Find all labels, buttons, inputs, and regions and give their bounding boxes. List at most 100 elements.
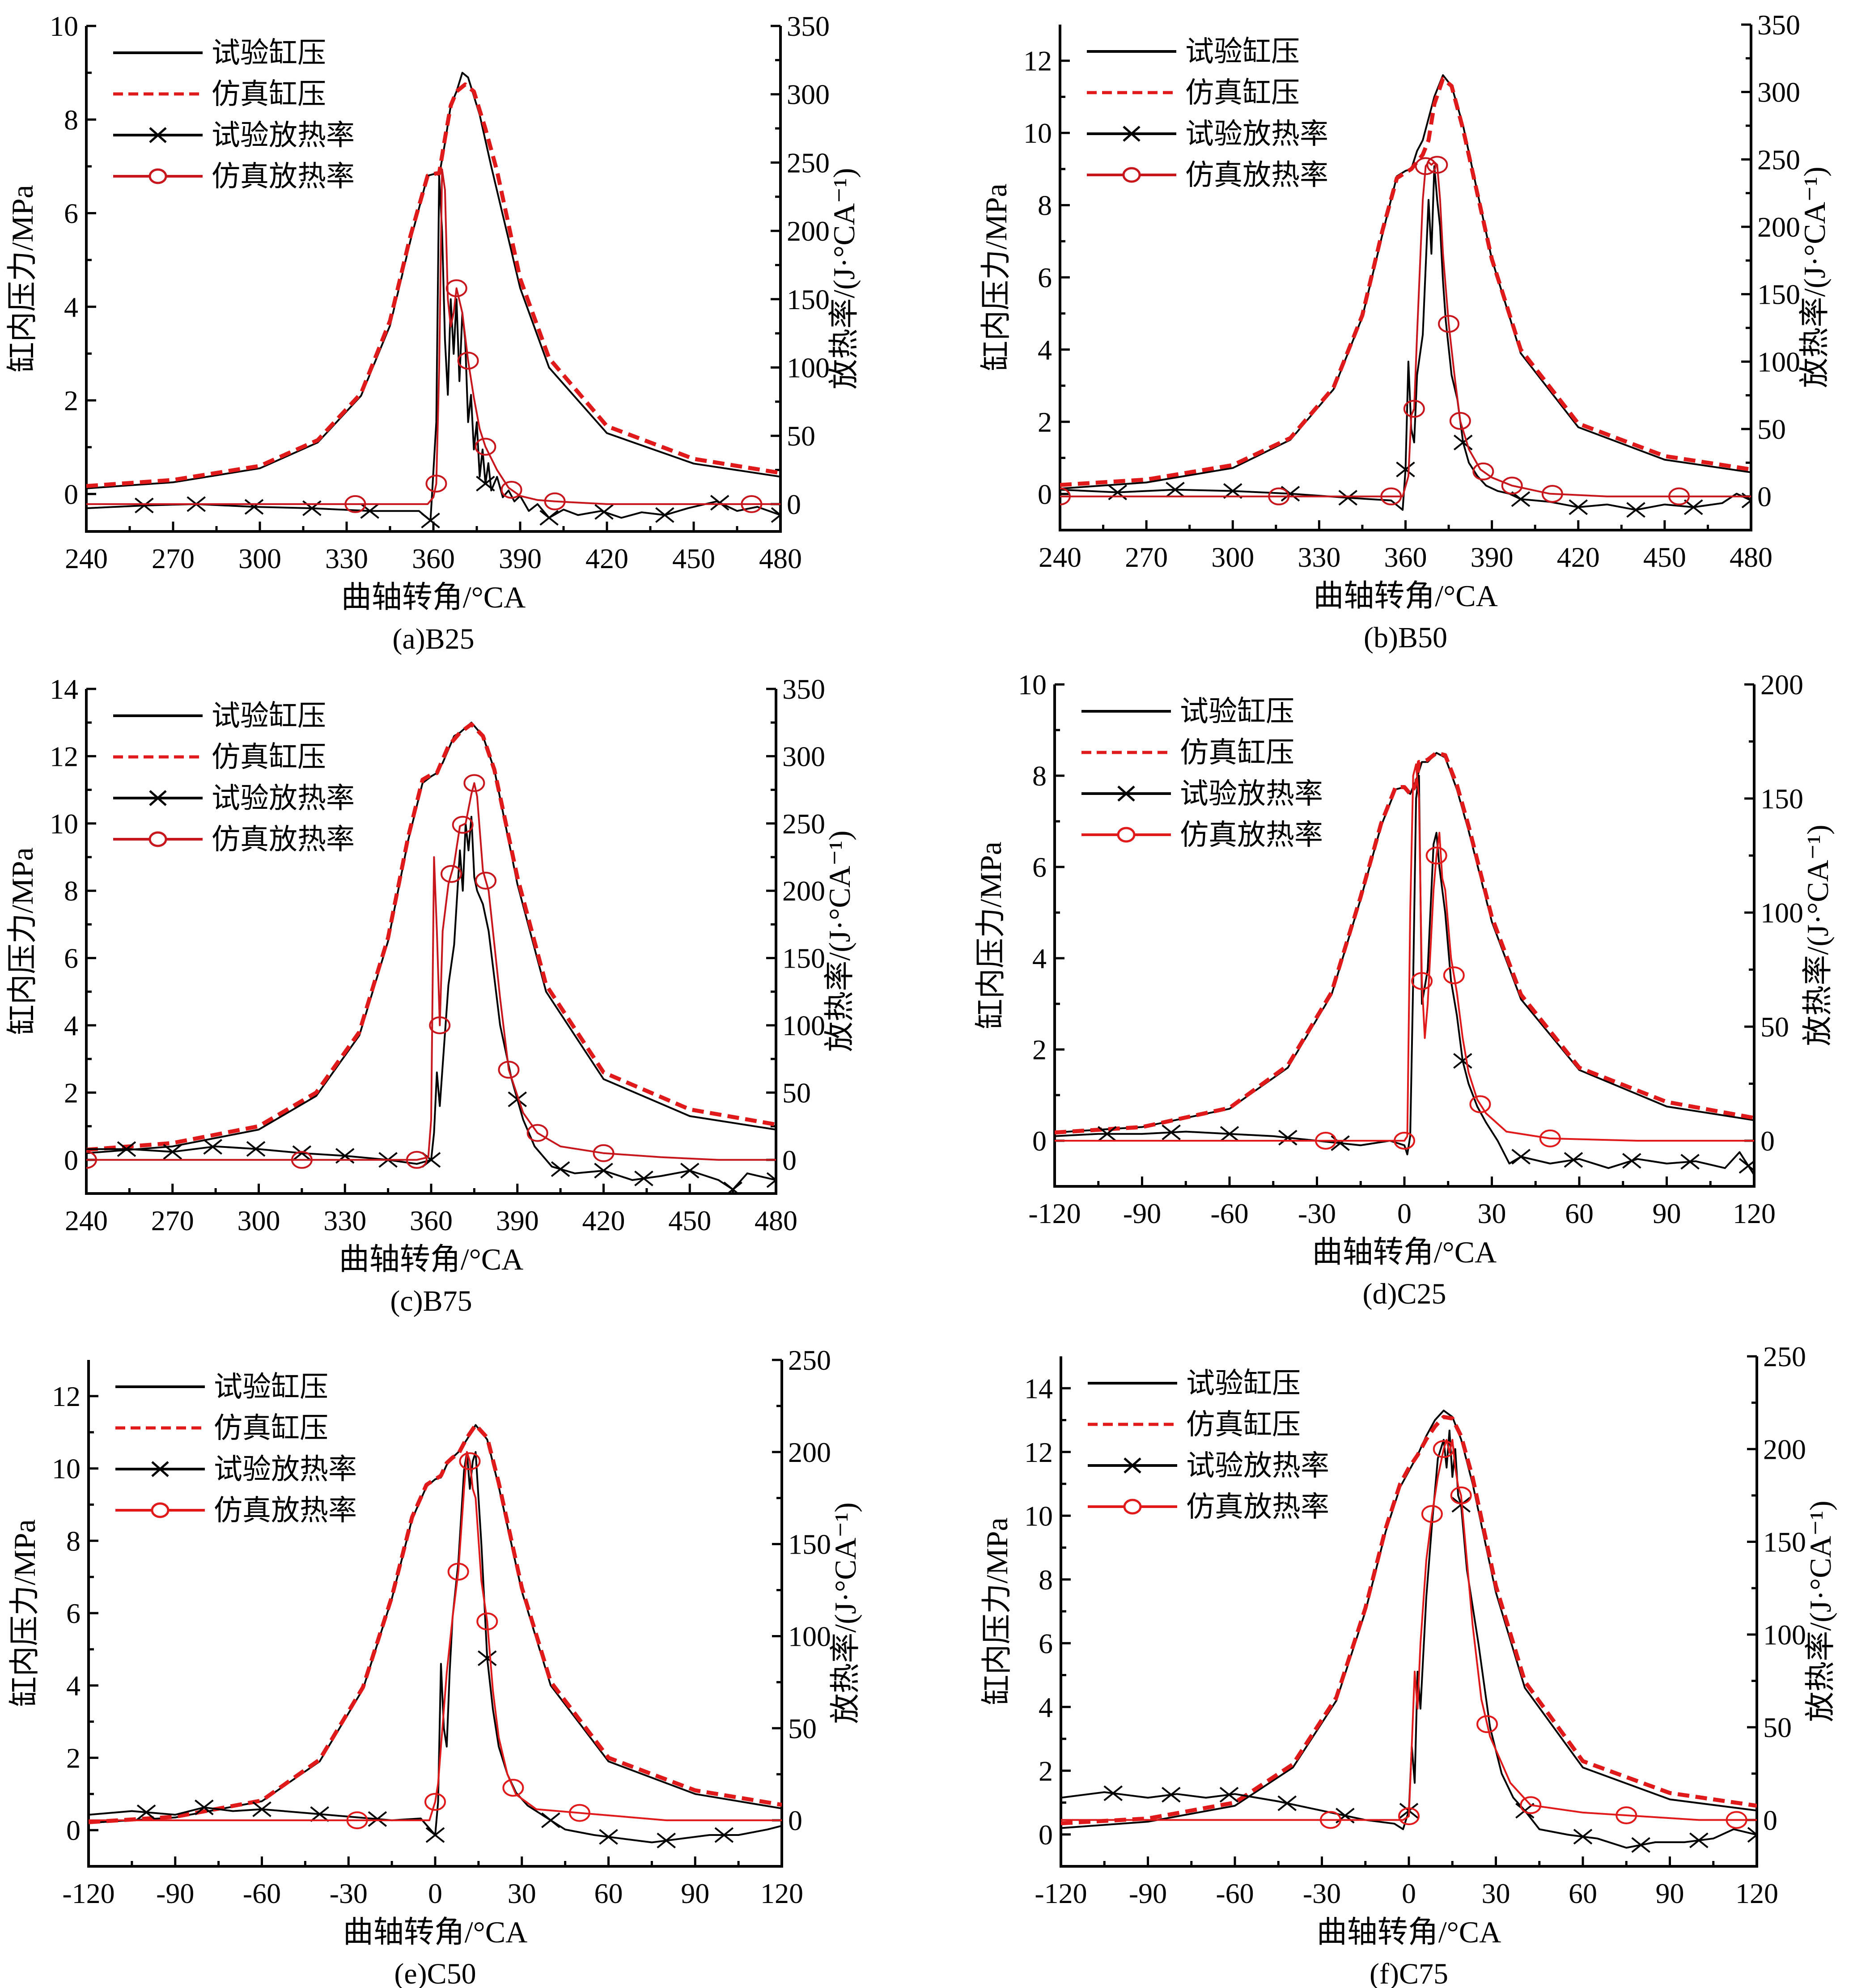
y-right-tick-label: 100 xyxy=(1757,346,1800,378)
y-right-tick-label: 150 xyxy=(782,943,825,974)
circle-marker xyxy=(1426,156,1448,174)
y-left-tick-label: 8 xyxy=(1039,1564,1053,1596)
legend-label: 试验放热率 xyxy=(212,119,355,152)
circle-marker xyxy=(1541,484,1563,503)
x-tick-label: 360 xyxy=(1384,541,1427,573)
legend-circle-marker-icon xyxy=(1117,827,1136,843)
legend-item: 仿真缸压 xyxy=(113,741,326,774)
x-marker xyxy=(710,495,729,511)
x-marker xyxy=(1680,1154,1700,1170)
y-right-tick-label: 150 xyxy=(788,1529,831,1560)
circle-marker xyxy=(1421,1505,1443,1523)
x-axis-title: 曲轴转角/°CA xyxy=(343,1915,528,1949)
y-right-tick-label: 250 xyxy=(1763,1341,1806,1372)
x-marker xyxy=(1103,1785,1123,1801)
legend-item: 仿真放热率 xyxy=(113,823,355,856)
legend-label: 试验缸压 xyxy=(1185,35,1300,68)
x-marker xyxy=(1689,1832,1709,1848)
circle-marker xyxy=(1476,1715,1498,1733)
y-left-tick-label: 6 xyxy=(1039,1627,1053,1659)
circle-marker xyxy=(1403,399,1425,418)
legend-label: 仿真放热率 xyxy=(1185,159,1328,192)
x-tick-label: 0 xyxy=(1402,1878,1416,1909)
y-right-tick-label: 100 xyxy=(1760,897,1803,929)
legend-item: 试验放热率 xyxy=(113,782,355,815)
legend-label: 仿真缸压 xyxy=(1180,736,1294,769)
legend-item: 试验放热率 xyxy=(1081,777,1323,811)
circle-marker xyxy=(1268,487,1290,505)
x-marker xyxy=(1162,1124,1181,1140)
series-group xyxy=(89,1423,782,1848)
x-tick-label: 120 xyxy=(1735,1878,1778,1909)
circle-marker xyxy=(1443,966,1465,985)
legend-label: 仿真放热率 xyxy=(1186,1491,1329,1524)
x-marker xyxy=(771,507,780,523)
circle-marker xyxy=(1415,157,1437,175)
circle-marker xyxy=(445,279,467,297)
legend-label: 仿真放热率 xyxy=(212,160,355,193)
x-marker xyxy=(368,1811,387,1827)
experimental-heat-release-line xyxy=(86,816,776,1190)
experimental-heat-release-line xyxy=(86,175,780,522)
x-marker xyxy=(594,504,614,520)
y-left-axis-title: 缸内压力/MPa xyxy=(974,841,1008,1029)
y-left-tick-label: 0 xyxy=(66,1814,81,1846)
x-tick-label: 90 xyxy=(681,1878,709,1909)
circle-marker xyxy=(406,1151,428,1169)
x-tick-label: 270 xyxy=(1125,541,1168,573)
x-marker xyxy=(135,497,154,514)
y-left-tick-label: 4 xyxy=(64,1010,78,1041)
x-marker xyxy=(476,476,495,492)
legend-item: 试验缸压 xyxy=(1088,1367,1301,1400)
legend-item: 试验缸压 xyxy=(1087,35,1300,68)
x-marker xyxy=(1739,1158,1754,1174)
legend-item: 试验缸压 xyxy=(1081,695,1294,728)
x-tick-label: 450 xyxy=(668,1205,711,1236)
x-tick-label: -90 xyxy=(156,1878,194,1909)
legend-item: 仿真放热率 xyxy=(1088,1491,1329,1524)
y-right-tick-label: 100 xyxy=(788,1620,831,1652)
x-axis-title: 曲轴转角/°CA xyxy=(1317,1915,1501,1949)
x-tick-label: -120 xyxy=(62,1878,114,1909)
circle-marker xyxy=(1433,1440,1454,1458)
y-right-axis-title: 放热率/(J·°CA⁻¹) xyxy=(823,830,857,1052)
legend-item: 仿真放热率 xyxy=(113,160,355,193)
circle-marker xyxy=(1315,1132,1337,1150)
y-left-tick-label: 12 xyxy=(52,1381,81,1412)
simulated-pressure-line xyxy=(89,1423,782,1824)
x-tick-label: 390 xyxy=(499,543,542,574)
y-left-axis-title: 缸内压力/MPa xyxy=(979,183,1013,371)
circle-marker xyxy=(593,1144,615,1162)
y-left-tick-label: 10 xyxy=(1023,117,1052,149)
y-left-tick-label: 6 xyxy=(64,198,78,229)
legend-label: 试验缸压 xyxy=(214,1371,328,1404)
y-right-tick-label: 0 xyxy=(1757,481,1772,513)
y-left-tick-label: 8 xyxy=(1038,190,1052,221)
x-axis-title: 曲轴转角/°CA xyxy=(339,1242,524,1276)
legend-item: 仿真放热率 xyxy=(1081,819,1323,852)
legend-label: 仿真缸压 xyxy=(212,741,326,774)
x-marker xyxy=(1098,1126,1117,1142)
x-marker xyxy=(599,1829,618,1845)
y-right-tick-label: 200 xyxy=(1763,1433,1806,1465)
legend-label: 试验放热率 xyxy=(214,1453,357,1486)
y-right-tick-label: 100 xyxy=(1763,1619,1806,1651)
y-left-tick-label: 4 xyxy=(1038,334,1052,365)
x-tick-label: -90 xyxy=(1129,1878,1167,1909)
x-marker xyxy=(1684,499,1703,515)
x-tick-label: 60 xyxy=(1569,1878,1597,1909)
panel-caption: (b)B50 xyxy=(1364,621,1447,654)
x-marker xyxy=(1631,1837,1650,1853)
x-marker xyxy=(1396,461,1415,477)
legend-x-marker-icon xyxy=(149,127,167,143)
x-marker xyxy=(117,1141,136,1157)
y-left-tick-label: 0 xyxy=(64,478,78,510)
legend-label: 仿真缸压 xyxy=(214,1412,328,1445)
circle-marker xyxy=(1398,1807,1420,1826)
simulated-pressure-line xyxy=(86,82,780,488)
circle-marker xyxy=(457,352,479,370)
y-left-tick-label: 10 xyxy=(52,1453,81,1485)
